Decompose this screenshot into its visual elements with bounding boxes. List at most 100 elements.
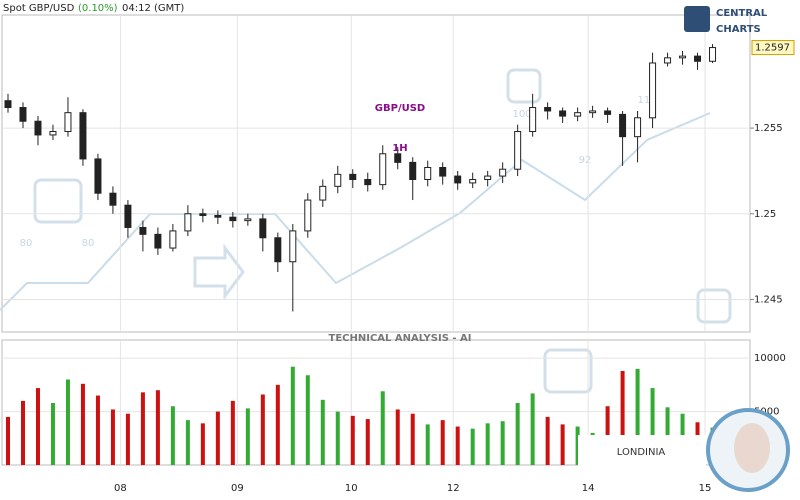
candle-body — [484, 175, 492, 180]
volume-bar — [185, 420, 190, 465]
candle-body — [19, 107, 27, 122]
volume-bar — [140, 392, 145, 465]
candle-body — [244, 218, 252, 222]
volume-bar — [290, 366, 295, 465]
watermark-label: 80 — [20, 238, 33, 249]
volume-bar — [530, 393, 535, 465]
volume-bar — [320, 399, 325, 465]
candle-body — [214, 214, 222, 218]
candle-body — [499, 168, 507, 177]
candle-body — [424, 167, 432, 180]
volume-bar — [50, 403, 55, 465]
watermark-label: 118 — [637, 95, 656, 106]
last-price: 1.2597 — [755, 43, 790, 54]
watermark-icon — [696, 288, 732, 324]
volume-panel — [1, 339, 751, 466]
candle-body — [49, 131, 57, 136]
candle-body — [154, 233, 162, 249]
y-tick-label: 1.255 — [754, 123, 783, 134]
candle-body — [664, 57, 672, 64]
plot: 08 09 10 12 14 15 1.245 1.25 1.255 5000 10000 1.259… — [2, 15, 795, 494]
y-tick-label: 1.25 — [754, 209, 776, 220]
candle-body — [514, 131, 522, 170]
watermark-icon — [506, 68, 542, 104]
logo-bottom: CHARTS — [716, 24, 761, 35]
watermark-label: 80 — [82, 238, 95, 249]
watermark-line — [0, 112, 711, 311]
volume-bar — [215, 411, 220, 465]
volume-bar — [620, 370, 625, 465]
brand-bg — [578, 435, 706, 469]
candle-body — [394, 153, 402, 163]
candle-body — [529, 107, 537, 133]
volume-bar — [395, 409, 400, 465]
watermark-label: 92 — [579, 155, 592, 166]
candle-body — [574, 112, 582, 117]
watermark-arrow — [193, 243, 245, 301]
volume-bar — [545, 416, 550, 465]
volume-bar — [335, 411, 340, 465]
volume-bar — [380, 391, 385, 465]
volume-bar — [20, 400, 25, 465]
volume-bar — [170, 406, 175, 465]
last-price-box — [751, 40, 795, 56]
candle-body — [619, 113, 627, 138]
volume-bar — [365, 419, 370, 465]
volume-bar — [515, 403, 520, 465]
volume-bar — [635, 368, 640, 465]
x-tick-label: 14 — [582, 483, 595, 494]
candle-body — [679, 55, 687, 59]
candle-body — [559, 110, 567, 117]
candle-body — [229, 216, 237, 222]
candle-body — [139, 226, 147, 235]
candle-body — [349, 173, 357, 180]
volume-bar — [485, 423, 490, 465]
volume-bar — [560, 424, 565, 465]
candle-body — [4, 100, 12, 109]
watermark-icon — [33, 178, 83, 224]
volume-bar — [110, 409, 115, 465]
candle-body — [34, 120, 42, 136]
candle-body — [64, 112, 72, 133]
symbol: Spot GBP/USD — [3, 3, 75, 14]
x-tick-label: 08 — [114, 483, 127, 494]
candle-body — [289, 230, 297, 263]
volume-bar — [650, 388, 655, 465]
candle-body — [544, 107, 552, 112]
avatar-face — [734, 423, 770, 473]
volume-bar — [260, 394, 265, 465]
volume-bar — [155, 390, 160, 465]
volume-bar — [350, 415, 355, 465]
volume-bar — [65, 379, 70, 465]
candle-body — [589, 110, 597, 114]
candle-body — [439, 167, 447, 177]
y-tick-label: 1.245 — [754, 294, 783, 305]
candle-body — [469, 178, 477, 184]
candle-body — [649, 62, 657, 119]
volume-bar — [35, 388, 40, 465]
volume-bar — [5, 416, 10, 465]
logo-top: CENTRAL — [716, 8, 768, 19]
candle-body — [634, 117, 642, 138]
volume-bar — [500, 421, 505, 465]
volume-bar — [125, 413, 130, 465]
volume-bar — [245, 408, 250, 465]
watermark-brand: LONDINIA — [617, 447, 666, 458]
candle-body — [169, 230, 177, 249]
candle-body — [109, 192, 117, 206]
watermark-title: GBP/USD — [375, 103, 425, 114]
volume-bar — [200, 423, 205, 465]
candle-body — [709, 47, 717, 62]
volume-bar — [275, 384, 280, 465]
volume-bar — [410, 413, 415, 465]
volume-bar — [95, 395, 100, 465]
watermark-subtitle: TECHNICAL ANALYSIS - AI — [329, 333, 472, 344]
candle-body — [319, 185, 327, 201]
watermark-timeframe: 1H — [392, 143, 407, 154]
volume-bar — [80, 383, 85, 465]
watermark-label: 100 — [512, 109, 531, 120]
candle-body — [79, 112, 87, 160]
x-tick-label: 12 — [447, 483, 460, 494]
volume-bar — [470, 428, 475, 465]
candle-body — [94, 158, 102, 194]
